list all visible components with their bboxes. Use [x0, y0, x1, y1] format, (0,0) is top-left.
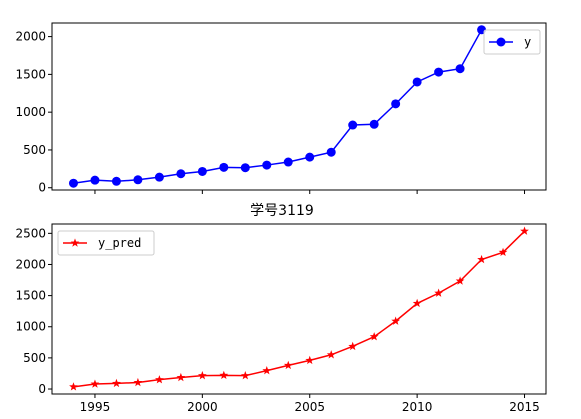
- data-point: [520, 226, 529, 235]
- data-point: [197, 166, 207, 176]
- data-point: [240, 371, 250, 380]
- top-chart-frame: [51, 22, 547, 191]
- x-tick-label: 2005: [294, 400, 325, 414]
- data-point: [262, 366, 272, 375]
- y-tick-label: 0: [38, 181, 46, 195]
- data-point: [412, 77, 422, 87]
- data-point: [305, 355, 315, 365]
- data-point: [219, 370, 229, 380]
- data-point: [176, 169, 186, 179]
- data-point: [90, 175, 100, 185]
- y-tick-label: 2500: [15, 226, 46, 240]
- bottom-chart-legend: y_pred: [57, 230, 155, 256]
- data-point: [326, 147, 336, 157]
- y-tick-label: 1500: [15, 289, 46, 303]
- y-tick-label: 1500: [15, 67, 46, 81]
- bottom-chart-x-axis: 1995 2000 2005 2010 2015: [80, 394, 540, 414]
- y-tick-label: 500: [23, 143, 46, 157]
- y-tick-label: 2000: [15, 30, 46, 44]
- x-tick-label: 2000: [187, 400, 218, 414]
- top-chart-series: [68, 25, 487, 188]
- data-point: [412, 298, 422, 308]
- bottom-chart-series: [69, 226, 529, 391]
- y-tick-label: 1000: [15, 320, 46, 334]
- data-point: [283, 360, 293, 370]
- data-point: [369, 332, 379, 341]
- data-point: [326, 350, 336, 359]
- data-point: [434, 67, 444, 77]
- data-point: [240, 163, 250, 173]
- bottom-chart-y-axis: 0 500 1000 1500 2000 2500: [15, 226, 52, 396]
- data-point: [154, 172, 164, 182]
- y-tick-label: 2000: [15, 257, 46, 271]
- data-point: [455, 276, 465, 285]
- data-point: [391, 99, 401, 109]
- data-point: [283, 157, 293, 167]
- data-point: [219, 162, 229, 172]
- data-point: [348, 120, 358, 130]
- data-point: [133, 377, 143, 387]
- top-chart-y-axis: 0 500 1000 1500 2000: [15, 30, 52, 195]
- data-point: [391, 316, 401, 325]
- data-point: [369, 119, 379, 129]
- data-point: [262, 160, 272, 170]
- data-point: [90, 379, 100, 388]
- legend-series-marker: [70, 238, 80, 247]
- data-point: [477, 254, 486, 264]
- data-point: [455, 64, 465, 74]
- y-tick-label: 0: [38, 382, 46, 396]
- y-tick-label: 500: [23, 351, 46, 365]
- chart-title: 学号3119: [250, 203, 314, 219]
- series-line: [73, 230, 526, 388]
- data-point: [498, 247, 508, 257]
- data-point: [155, 375, 164, 384]
- legend-box: [57, 230, 155, 256]
- x-tick-label: 2015: [509, 400, 540, 414]
- y-tick-label: 1000: [15, 105, 46, 119]
- data-point: [348, 341, 358, 351]
- data-point: [112, 378, 121, 388]
- data-point: [305, 152, 315, 162]
- data-point: [69, 382, 78, 391]
- data-point: [176, 372, 186, 382]
- data-point: [434, 288, 443, 297]
- bottom-chart-frame: [51, 223, 547, 395]
- top-chart-x-axis: [94, 190, 526, 194]
- x-tick-label: 1995: [80, 400, 111, 414]
- legend-series-label: y_pred: [98, 236, 141, 250]
- top-chart-legend: y: [483, 29, 541, 55]
- top-chart: 0 500 1000 1500 2000 y: [15, 22, 547, 195]
- data-point: [111, 176, 121, 186]
- data-point: [68, 178, 78, 188]
- x-tick-label: 2010: [402, 400, 433, 414]
- data-point: [197, 371, 207, 380]
- bottom-chart: 0 500 1000 1500 2000 2500 1995 2000 2005 2010 201…: [15, 223, 547, 414]
- legend-series-marker: [496, 37, 506, 47]
- legend-series-label: y: [524, 35, 531, 49]
- data-point: [133, 175, 143, 185]
